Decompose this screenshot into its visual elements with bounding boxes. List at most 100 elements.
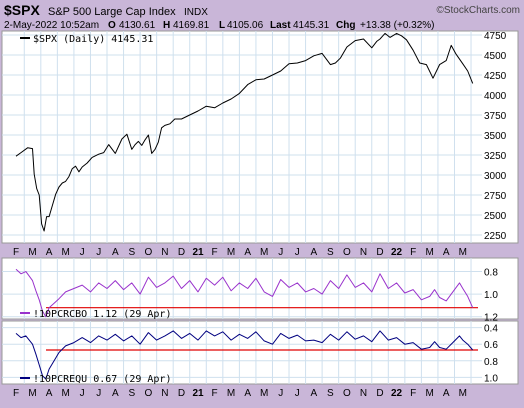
month-tick-label: J	[295, 247, 300, 258]
date-time: 2-May-2022 10:52am	[4, 20, 99, 31]
y-tick-label: 3250	[484, 151, 507, 162]
month-tick-label: O	[343, 247, 351, 258]
y-tick-label: 4500	[484, 51, 507, 62]
month-tick-label: A	[311, 388, 318, 399]
index-name: S&P 500 Large Cap Index	[48, 6, 176, 18]
high-value: 4169.81	[173, 20, 210, 31]
month-tick-label: 22	[391, 247, 403, 258]
open-value: 4130.61	[119, 20, 156, 31]
y-tick-label: 4750	[484, 31, 507, 42]
month-tick-label: N	[360, 388, 367, 399]
month-tick-label: A	[46, 388, 53, 399]
open-label: O	[108, 20, 116, 31]
y-tick-label: 1.0	[484, 290, 498, 301]
month-tick-label: A	[112, 247, 119, 258]
month-tick-label: M	[227, 388, 235, 399]
month-tick-label: M	[61, 247, 69, 258]
low-value: 4105.06	[227, 20, 264, 31]
month-tick-label: M	[28, 247, 36, 258]
month-tick-label: M	[459, 247, 467, 258]
month-tick-label: J	[295, 388, 300, 399]
symbol-title: $SPX	[4, 2, 40, 18]
month-tick-label: S	[128, 247, 135, 258]
month-tick-label: M	[260, 247, 268, 258]
month-tick-label: M	[28, 388, 36, 399]
month-tick-label: S	[327, 388, 334, 399]
month-tick-label: A	[311, 247, 318, 258]
y-tick-label: 1.2	[484, 313, 498, 324]
month-tick-label: S	[327, 247, 334, 258]
legend-label: !10PCREQU 0.67 (29 Apr)	[33, 374, 171, 385]
month-tick-label: F	[13, 388, 19, 399]
y-tick-label: 4000	[484, 91, 507, 102]
series-line	[15, 32, 474, 232]
month-tick-label: A	[244, 247, 251, 258]
month-tick-label: J	[278, 247, 283, 258]
series-line	[15, 330, 474, 380]
y-tick-label: 0.4	[484, 324, 498, 335]
y-tick-label: 2250	[484, 231, 507, 242]
month-tick-label: J	[278, 388, 283, 399]
month-tick-label: M	[425, 247, 433, 258]
month-axis: F M A M J J A S O N D 21 F M A M J J A S O N D 22 F M A M	[13, 388, 467, 399]
y-tick-label: 3500	[484, 131, 507, 142]
month-tick-label: A	[244, 388, 251, 399]
exchange-label: INDX	[184, 7, 208, 18]
month-tick-label: N	[161, 388, 168, 399]
month-tick-label: F	[212, 388, 218, 399]
panel-background	[1, 30, 519, 244]
month-tick-label: M	[61, 388, 69, 399]
y-tick-label: 0.8	[484, 357, 498, 368]
month-tick-label: 21	[192, 247, 204, 258]
month-tick-label: O	[144, 247, 152, 258]
y-tick-label: 2750	[484, 191, 507, 202]
month-tick-label: A	[46, 247, 53, 258]
month-axis: F M A M J J A S O N D 21 F M A M J J A S O N D 22 F M A M	[13, 247, 467, 258]
y-tick-label: 3000	[484, 171, 507, 182]
copyright-text: ©StockCharts.com	[436, 5, 520, 16]
month-tick-label: J	[80, 247, 85, 258]
panel-background	[1, 320, 519, 385]
last-label: Last	[270, 20, 291, 31]
month-tick-label: D	[178, 247, 185, 258]
month-tick-label: J	[96, 247, 101, 258]
month-tick-label: D	[178, 388, 185, 399]
cbo-ratio-panel: 0.8 1.0 1.2 !10PCRCBO 1.12 (29 Apr)	[1, 257, 519, 324]
panel-background	[1, 257, 519, 320]
series-line	[15, 268, 474, 318]
month-tick-label: D	[376, 388, 383, 399]
chg-value: +13.38 (+0.32%)	[360, 20, 435, 31]
month-tick-label: F	[410, 247, 416, 258]
legend-label: !10PCRCBO 1.12 (29 Apr)	[33, 309, 171, 320]
low-label: L	[219, 20, 225, 31]
y-tick-label: 0.6	[484, 340, 498, 351]
month-tick-label: J	[96, 388, 101, 399]
y-tick-label: 2500	[484, 211, 507, 222]
month-tick-label: A	[443, 247, 450, 258]
month-tick-label: O	[144, 388, 152, 399]
legend-label: $SPX (Daily) 4145.31	[33, 34, 153, 45]
month-tick-label: A	[443, 388, 450, 399]
month-tick-label: O	[343, 388, 351, 399]
y-tick-label: 0.8	[484, 268, 498, 279]
equity-ratio-panel: 0.4 0.6 0.8 1.0 !10PCREQU 0.67 (29 Apr)	[1, 320, 519, 385]
month-tick-label: F	[13, 247, 19, 258]
month-tick-label: J	[80, 388, 85, 399]
month-tick-label: M	[459, 388, 467, 399]
month-tick-label: F	[410, 388, 416, 399]
month-tick-label: A	[112, 388, 119, 399]
y-tick-label: 4250	[484, 71, 507, 82]
chg-label: Chg	[336, 20, 355, 31]
month-tick-label: M	[260, 388, 268, 399]
month-tick-label: N	[161, 247, 168, 258]
month-tick-label: 21	[192, 388, 204, 399]
month-tick-label: M	[425, 388, 433, 399]
month-tick-label: M	[227, 247, 235, 258]
month-tick-label: 22	[391, 388, 403, 399]
y-tick-label: 3750	[484, 111, 507, 122]
y-tick-label: 1.0	[484, 373, 498, 384]
high-label: H	[163, 20, 170, 31]
last-value: 4145.31	[293, 20, 330, 31]
month-tick-label: S	[128, 388, 135, 399]
